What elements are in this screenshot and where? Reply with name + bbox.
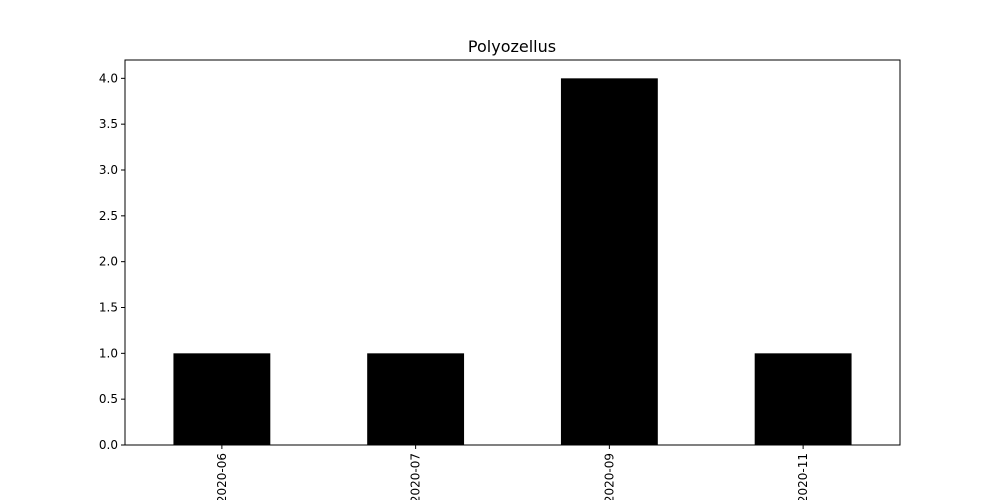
bar-2020-06 <box>173 353 271 445</box>
x-tick-label: 2020-11 <box>796 453 810 500</box>
y-tick-label: 0.5 <box>99 392 118 406</box>
bar-2020-09 <box>560 78 658 445</box>
y-tick-label: 1.5 <box>99 301 118 315</box>
bar-2020-11 <box>754 353 852 445</box>
chart-title: Polyozellus <box>468 37 556 56</box>
y-tick-label: 3.0 <box>99 163 118 177</box>
plot-frame <box>124 59 901 446</box>
y-tick-label: 2.0 <box>99 255 118 269</box>
x-tick-label: 2020-09 <box>602 453 616 500</box>
y-tick-label: 0.0 <box>99 438 118 452</box>
x-tick-label: 2020-06 <box>215 453 229 500</box>
y-tick-label: 4.0 <box>99 71 118 85</box>
x-tick-label: 2020-07 <box>409 453 423 500</box>
y-tick-label: 2.5 <box>99 209 118 223</box>
y-tick-label: 3.5 <box>99 117 118 131</box>
y-tick-label: 1.0 <box>99 346 118 360</box>
bar-2020-07 <box>367 353 465 445</box>
bars-group <box>173 78 852 445</box>
y-axis: 0.0 0.5 1.0 1.5 2.0 2.5 3.0 3.5 4.0 <box>99 71 125 452</box>
x-axis: 2020-06 2020-07 2020-09 2020-11 <box>215 445 810 500</box>
